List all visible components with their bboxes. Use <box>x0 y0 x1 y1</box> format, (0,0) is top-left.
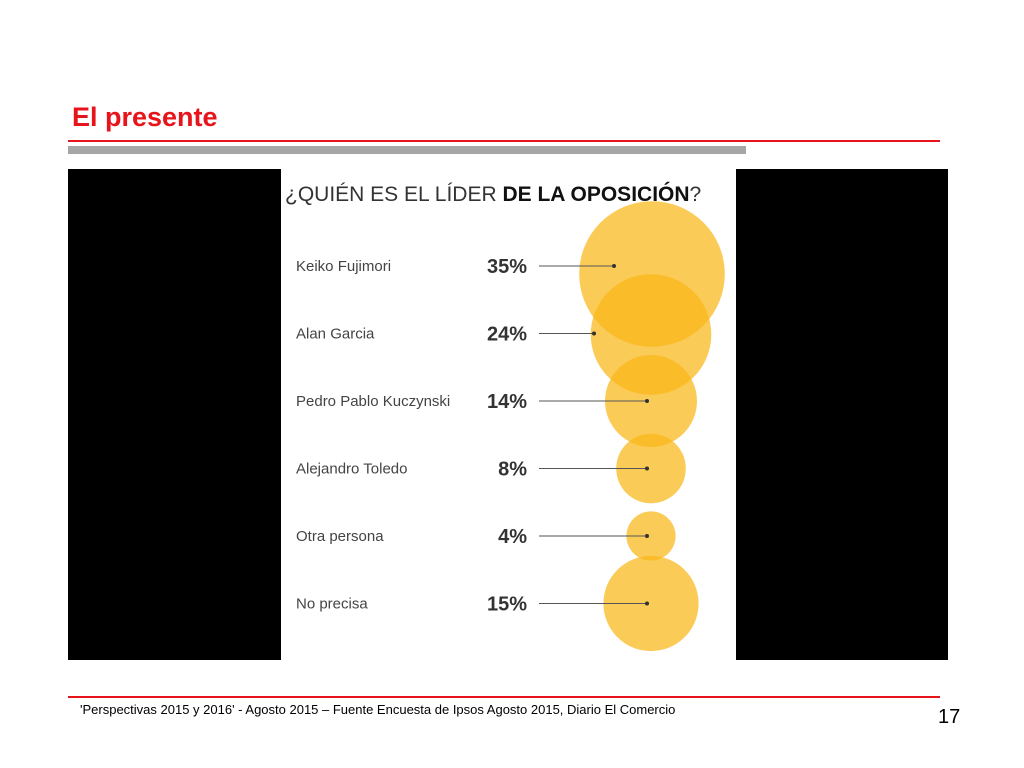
title-divider-red <box>68 140 940 142</box>
bubble-otra-persona <box>626 511 676 561</box>
chart-title: ¿QUIÉN ES EL LÍDER DE LA OPOSICIÓN? <box>285 182 701 206</box>
leader-dot <box>645 601 649 606</box>
bubble-pedro-pablo-kuczynski <box>605 355 697 447</box>
value-label: 35% <box>487 256 527 278</box>
bubble-alejandro-toledo <box>616 433 686 504</box>
category-label: Alejandro Toledo <box>296 461 407 478</box>
chart-title-end: ? <box>690 183 702 206</box>
category-label: Otra persona <box>296 528 384 545</box>
page-number: 17 <box>938 706 961 728</box>
chart-title-regular: ¿QUIÉN ES EL LÍDER <box>285 183 502 206</box>
slide-title: El presente <box>72 102 218 132</box>
leader-dot <box>612 264 616 268</box>
left-black-panel <box>68 169 281 660</box>
leader-dot <box>592 331 596 336</box>
leader-dot <box>645 534 649 538</box>
chart-svg: ¿QUIÉN ES EL LÍDER DE LA OPOSICIÓN? Keik… <box>285 182 725 652</box>
category-label: Alan Garcia <box>296 326 375 343</box>
bubble-alan-garcia <box>590 274 712 395</box>
footer-divider-red <box>68 696 940 698</box>
leader-dot <box>645 466 649 471</box>
bubble-no-precisa <box>603 555 699 652</box>
category-label: Keiko Fujimori <box>296 258 391 275</box>
bubble-chart: ¿QUIÉN ES EL LÍDER DE LA OPOSICIÓN? Keik… <box>281 169 736 660</box>
footer-source: 'Perspectivas 2015 y 2016' - Agosto 2015… <box>80 702 676 717</box>
category-label: Pedro Pablo Kuczynski <box>296 393 450 410</box>
value-label: 8% <box>498 459 527 481</box>
leader-dot <box>645 399 649 403</box>
value-label: 4% <box>498 526 527 548</box>
title-divider-gray <box>68 146 746 154</box>
right-black-panel <box>736 169 948 660</box>
value-label: 24% <box>487 324 527 346</box>
value-label: 14% <box>487 391 527 413</box>
value-label: 15% <box>487 594 527 616</box>
category-label: No precisa <box>296 596 368 613</box>
